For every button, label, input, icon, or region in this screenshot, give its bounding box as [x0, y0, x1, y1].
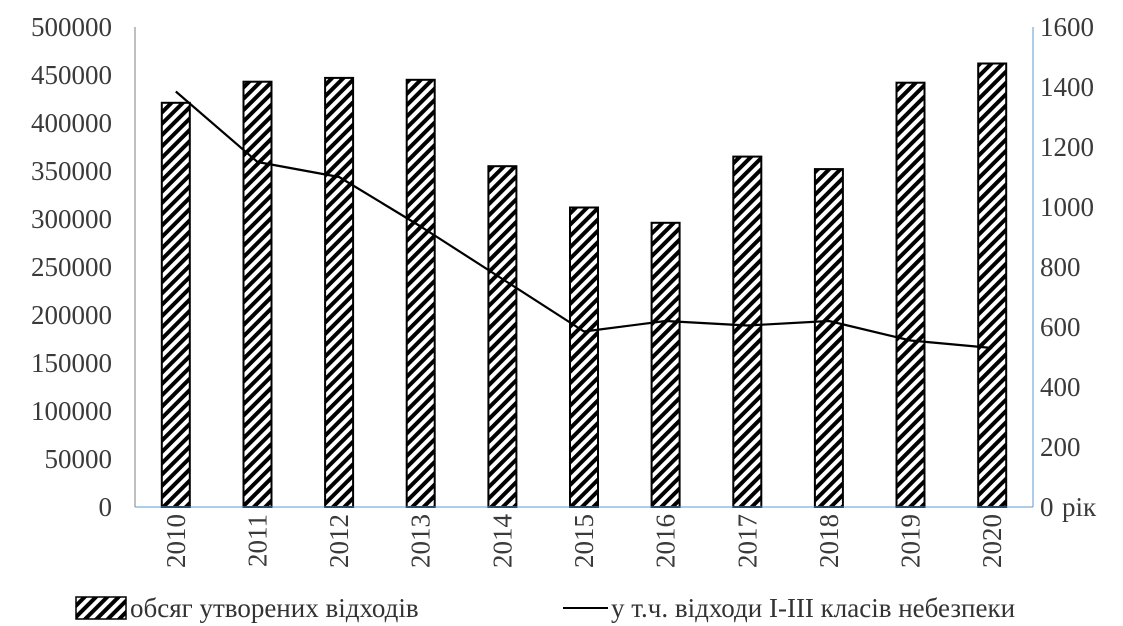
line-layer	[175, 90, 993, 350]
y-left-tick-label: 150000	[31, 348, 112, 378]
y-right-tick-label: 0	[1040, 492, 1054, 522]
bar-2013	[405, 78, 436, 509]
x-tick-label: 2015	[569, 514, 599, 568]
x-axis-title: рік	[1062, 492, 1097, 522]
y-left-tick-label: 50000	[45, 444, 113, 474]
y-right-tick-label: 400	[1040, 372, 1081, 402]
x-tick-label: 2010	[161, 514, 191, 568]
x-tick-label: 2019	[896, 514, 926, 568]
legend-line-label: у т.ч. відходи І-ІІІ класів небезпеки	[611, 593, 1015, 623]
bar-2015	[569, 206, 599, 508]
axes-layer	[134, 27, 1034, 508]
y-right-tick-label: 600	[1040, 312, 1081, 342]
y-left-tick-label: 200000	[31, 300, 112, 330]
x-tick-label: 2014	[487, 514, 517, 569]
y-left-tick-label: 0	[99, 492, 113, 522]
y-right-tick-label: 1200	[1040, 132, 1094, 162]
y-left-tick-label: 300000	[31, 204, 112, 234]
y-left-tick-label: 250000	[31, 252, 112, 282]
x-tick-label: 2013	[406, 514, 436, 568]
tick-labels-layer: 0 50000 100000 150000 200000 250000 300000 3500…	[31, 12, 1097, 568]
y-right-tick-label: 1000	[1040, 192, 1094, 222]
x-tick-label: 2018	[814, 514, 844, 568]
bar-2011	[242, 80, 273, 508]
y-left-tick-label: 450000	[31, 60, 112, 90]
bar-2020	[977, 62, 1008, 508]
bar-2016	[650, 221, 681, 509]
y-left-tick-label: 400000	[31, 108, 112, 138]
x-tick-label: 2011	[243, 514, 273, 567]
legend: обсяг утворених відходів у т.ч. відходи …	[75, 593, 1015, 623]
y-left-tick-label: 500000	[31, 12, 112, 42]
y-right-tick-label: 1400	[1040, 72, 1094, 102]
line-series	[175, 90, 993, 350]
bar-2012	[324, 76, 355, 509]
y-left-tick-label: 350000	[31, 156, 112, 186]
x-tick-label: 2020	[977, 514, 1007, 568]
x-tick-label: 2012	[324, 514, 354, 568]
legend-bar-swatch	[75, 596, 127, 620]
y-right-tick-label: 800	[1040, 252, 1081, 282]
bar-2010	[160, 101, 191, 509]
x-tick-label: 2017	[732, 514, 762, 568]
bar-2014	[487, 165, 518, 508]
legend-bar-label: обсяг утворених відходів	[130, 593, 419, 623]
bar-2019	[895, 81, 926, 508]
bars-layer	[160, 62, 1008, 509]
bar-2017	[732, 155, 763, 508]
bar-2018	[813, 168, 844, 508]
y-right-tick-label: 200	[1040, 432, 1081, 462]
x-tick-label: 2016	[651, 514, 681, 568]
y-right-tick-label: 1600	[1040, 12, 1094, 42]
y-left-tick-label: 100000	[31, 396, 112, 426]
